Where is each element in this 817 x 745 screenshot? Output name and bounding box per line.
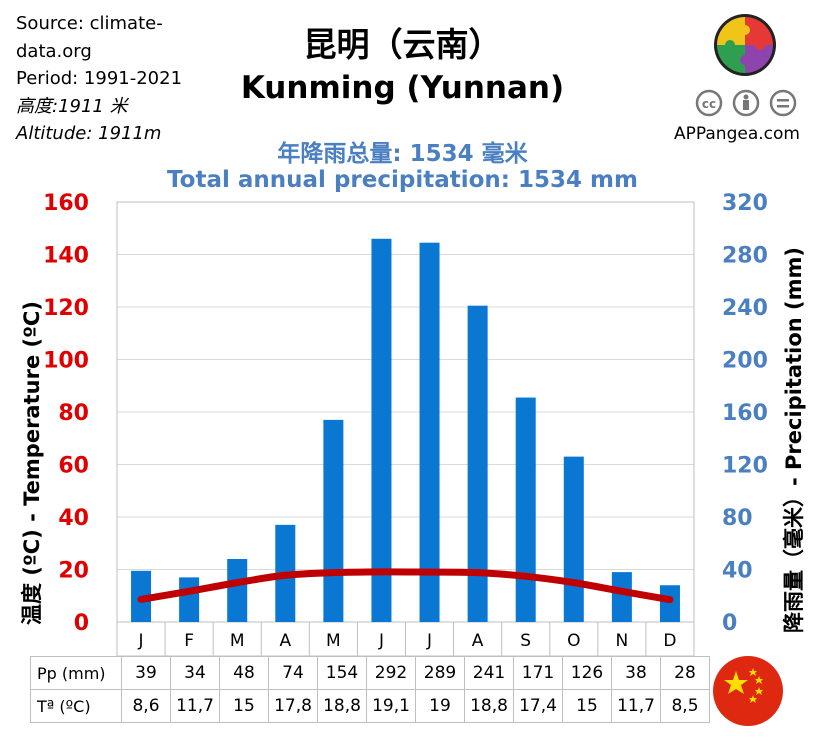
temp-cell: 19,1: [366, 689, 416, 723]
precip-cell: 154: [317, 656, 367, 690]
precip-cell: 289: [415, 656, 465, 690]
right-tick-label: 240: [722, 296, 768, 321]
right-tick-label: 280: [722, 244, 768, 269]
right-tick-label: 200: [722, 349, 768, 374]
left-tick-label: 160: [43, 191, 89, 216]
altitude-en: Altitude: 1911m: [16, 123, 162, 144]
total-precip-cn-value: 1534 毫米: [409, 141, 528, 167]
precip-bar: [227, 559, 248, 622]
cc-license-icon: cc: [695, 89, 797, 117]
x-tick-label: N: [616, 631, 629, 651]
left-tick-label: 120: [43, 296, 89, 321]
x-tick-label: J: [378, 631, 384, 651]
right-tick-label: 80: [722, 506, 753, 531]
temp-cell: 8,6: [121, 689, 171, 723]
source-line2: data.org: [16, 40, 92, 62]
left-tick-label: 40: [58, 506, 89, 531]
precip-cell: 171: [513, 656, 563, 690]
right-tick-label: 0: [722, 611, 737, 636]
right-tick-label: 320: [722, 191, 768, 216]
x-tick-label: M: [326, 631, 341, 651]
precip-bar: [659, 585, 680, 622]
temp-cell: 11,7: [611, 689, 661, 723]
temp-cell: 17,4: [513, 689, 563, 723]
x-tick-label: O: [567, 631, 580, 651]
precip-row-header: Pp (mm): [30, 656, 122, 690]
x-tick-label: A: [279, 631, 291, 651]
x-tick-label: D: [663, 631, 676, 651]
precip-cell: 292: [366, 656, 416, 690]
temp-cell: 18,8: [464, 689, 514, 723]
precip-cell: 39: [121, 656, 171, 690]
period-text: Period: 1991-2021: [16, 68, 183, 89]
precip-bar: [323, 419, 344, 622]
left-tick-label: 100: [43, 349, 89, 374]
temp-cell: 17,8: [268, 689, 318, 723]
svg-text:cc: cc: [702, 97, 716, 111]
precip-cell: 28: [660, 656, 710, 690]
temp-cell: 18,8: [317, 689, 367, 723]
table-row-precip: Pp (mm) 39 34 48 74 154 292 289 241 171 …: [30, 656, 710, 690]
precip-bar: [611, 572, 632, 622]
right-tick-label: 40: [722, 559, 753, 584]
puzzle-logo-icon: [714, 14, 776, 76]
chart-grid: [116, 201, 695, 623]
x-tick-label: A: [472, 631, 484, 651]
precip-cell: 48: [219, 656, 269, 690]
temp-cell: 8,5: [660, 689, 710, 723]
source-line1: Source: climate-: [16, 13, 163, 34]
x-tick-label: F: [184, 631, 194, 651]
right-axis-ticks: 0 40 80 120 160 200 240 280 320: [722, 191, 768, 636]
precip-cell: 126: [562, 656, 612, 690]
x-tick-label: S: [520, 631, 531, 651]
precip-bar: [179, 577, 200, 622]
temp-cell: 11,7: [170, 689, 220, 723]
china-flag-icon: [713, 656, 783, 726]
precip-bar: [515, 397, 536, 622]
precip-bar: [467, 305, 488, 622]
total-precip-cn: 年降雨总量: 1534 毫米: [0, 134, 805, 168]
precip-bar: [419, 242, 440, 622]
source-info: Source: climate- data.org Period: 1991-2…: [16, 10, 182, 148]
precip-cell: 241: [464, 656, 514, 690]
table-row-temp: Tª (ºC) 8,6 11,7 15 17,8 18,8 19,1 19 18…: [30, 689, 710, 723]
chart-title-cn: 昆明（云南）: [303, 25, 502, 64]
site-url: APPangea.com: [674, 124, 800, 144]
precip-cell: 34: [170, 656, 220, 690]
total-precip-en: Total annual precipitation: 1534 mm: [167, 167, 638, 193]
precip-bar: [563, 456, 584, 622]
total-precip-cn-label: 年降雨总量:: [277, 141, 402, 167]
precip-cell: 38: [611, 656, 661, 690]
temp-row-header: Tª (ºC): [30, 689, 122, 723]
temp-cell: 15: [562, 689, 612, 723]
right-tick-label: 120: [722, 454, 768, 479]
data-table: Pp (mm) 39 34 48 74 154 292 289 241 171 …: [30, 656, 710, 723]
temperature-line-group: [137, 568, 674, 604]
left-tick-label: 20: [58, 559, 89, 584]
right-tick-label: 160: [722, 401, 768, 426]
precip-cell: 74: [268, 656, 318, 690]
precip-bars: [131, 238, 680, 622]
x-tick-label: J: [138, 631, 144, 651]
left-tick-label: 60: [58, 454, 89, 479]
temp-cell: 19: [415, 689, 465, 723]
temperature-line: [137, 568, 674, 604]
left-axis-ticks: 0 20 40 60 80 100 120 140 160: [43, 191, 89, 636]
left-tick-label: 140: [43, 244, 89, 269]
precip-bar: [371, 238, 392, 622]
left-tick-label: 80: [58, 401, 89, 426]
chart-title-en: Kunming (Yunnan): [240, 70, 565, 106]
x-tick-label: M: [230, 631, 245, 651]
altitude-cn: 高度:1911 米: [16, 95, 128, 117]
left-tick-label: 0: [74, 611, 89, 636]
temp-cell: 15: [219, 689, 269, 723]
x-tick-label: J: [426, 631, 432, 651]
